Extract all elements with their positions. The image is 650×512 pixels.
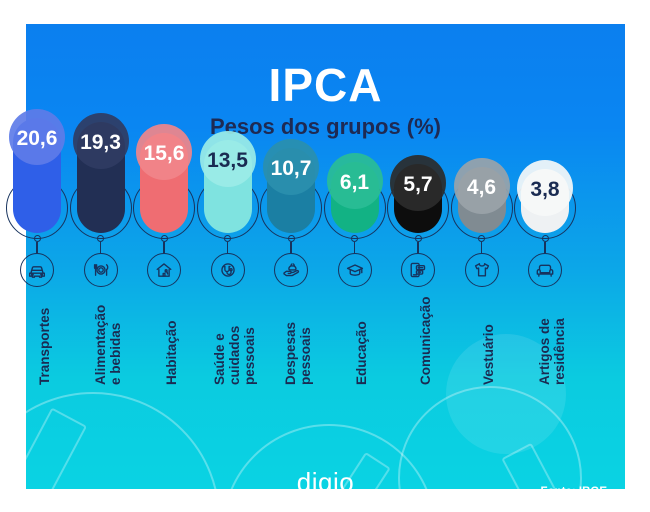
connector-dot	[541, 235, 549, 242]
background-decoration	[26, 274, 625, 489]
bar-value-label: 15,6	[143, 142, 185, 166]
category-label-line: pessoais	[298, 327, 314, 385]
connector-dot	[414, 235, 422, 242]
category-label: Habitação	[164, 320, 179, 385]
health-icon	[210, 253, 245, 287]
bar-cap	[9, 109, 65, 165]
phone-chat-icon	[401, 253, 435, 287]
category-label-line: Despesas	[283, 321, 298, 385]
connector-line	[36, 242, 38, 253]
bar-value-label: 5,7	[403, 172, 433, 196]
tshirt-icon	[464, 253, 499, 287]
page-title: IPCA	[268, 59, 383, 111]
bar-cap	[453, 157, 510, 214]
category-label: Artigos de residência	[537, 318, 567, 385]
category-label-line: e bebidas	[107, 322, 123, 385]
brand-logo: digio	[296, 467, 355, 489]
connector-dot	[33, 235, 41, 242]
bar-cap	[199, 130, 256, 187]
category-label-line: Saúde e	[212, 333, 227, 385]
category-label: Alimentação e bebidas	[93, 305, 123, 385]
bar-cap	[390, 154, 446, 211]
bar-cap	[326, 153, 383, 210]
connector-dot	[97, 235, 104, 242]
category-label-line: pessoais	[242, 327, 258, 385]
connector-line	[163, 242, 165, 253]
deco-fill-a	[446, 334, 566, 454]
category-label: Comunicação	[418, 296, 433, 385]
category-label: Transportes	[37, 308, 52, 385]
connector-line	[99, 242, 102, 253]
bar-value-label: 20,6	[16, 127, 58, 150]
category-label-line: Comunicação	[417, 296, 433, 385]
connector-line	[290, 242, 292, 253]
connector-dot	[224, 235, 231, 242]
connector-dot	[287, 235, 295, 242]
connector-dot	[351, 235, 358, 242]
connector-dot	[160, 235, 168, 242]
bar-cap	[517, 160, 573, 217]
category-label: Educação	[354, 321, 369, 385]
source-label: Fonte: IBGE	[541, 486, 607, 489]
category-label: Despesas pessoais	[283, 322, 313, 385]
bar-value-label: 4,6	[466, 175, 497, 199]
bar-value-label: 13,5	[207, 148, 248, 172]
plate-cutlery-icon	[83, 253, 118, 287]
connector-line	[226, 242, 229, 253]
bar-value-label: 3,8	[530, 178, 560, 202]
category-label: Vestuário	[481, 324, 496, 385]
category-label-line: Alimentação	[92, 304, 108, 385]
page-subtitle: Pesos dos grupos (%)	[209, 114, 442, 139]
category-label: Saúde e cuidados pessoais	[212, 326, 257, 385]
car-icon	[20, 253, 54, 287]
bar-cap	[263, 139, 319, 196]
category-label-line: Artigos de	[537, 318, 552, 385]
bar-value-label: 19,3	[80, 130, 121, 154]
category-label-line: Vestuário	[481, 324, 496, 385]
chart-panel: IPCA Pesos dos grupos (%) digio Fonte: I…	[26, 24, 625, 489]
connector-line	[544, 242, 546, 253]
house-icon	[147, 253, 181, 287]
bar-cap	[72, 112, 129, 169]
category-label-line: residência	[552, 318, 568, 385]
category-label-line: Educação	[354, 321, 369, 385]
connector-line	[353, 242, 356, 253]
category-label-line: Habitação	[163, 320, 179, 385]
connector-line	[417, 242, 419, 253]
bar-value-label: 6,1	[339, 171, 370, 195]
connector-dot	[478, 235, 485, 242]
category-label-line: cuidados	[227, 325, 243, 385]
graduation-cap-icon	[337, 253, 372, 287]
bar-cap	[136, 124, 192, 181]
bar-value-label: 10,7	[270, 157, 312, 181]
category-label-line: Transportes	[36, 307, 52, 385]
connector-line	[480, 242, 483, 253]
armchair-icon	[528, 253, 562, 287]
money-hand-icon	[274, 253, 308, 287]
